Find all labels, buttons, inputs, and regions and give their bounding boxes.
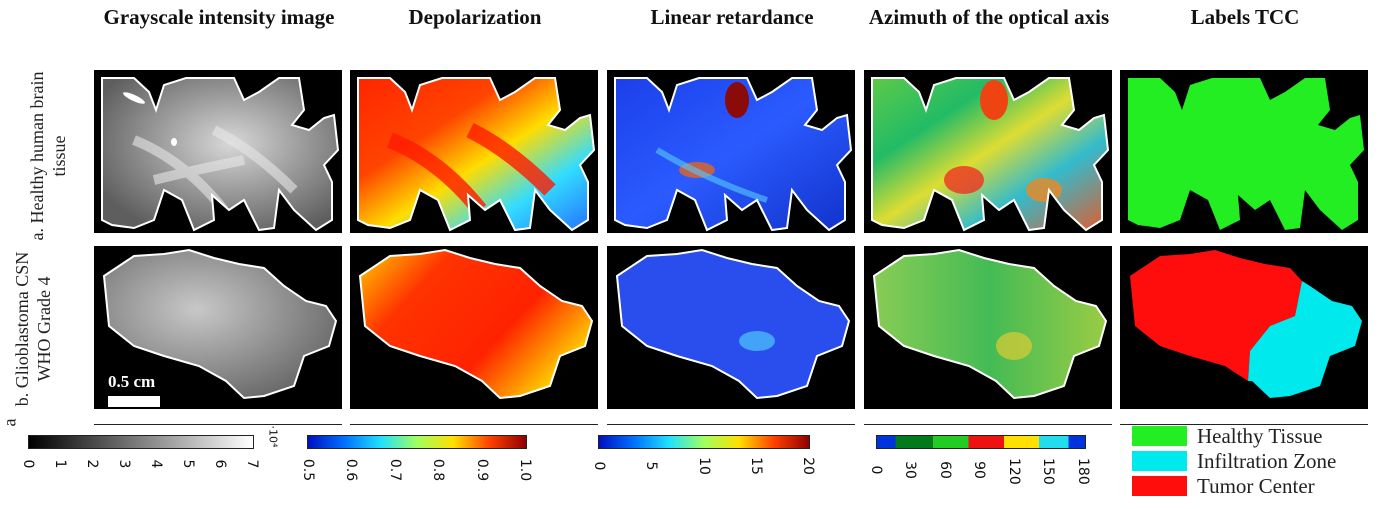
legend-label: Tumor Center	[1197, 473, 1315, 498]
legend-item-tumor: Tumor Center	[1132, 473, 1315, 498]
tile-healthy-labels	[1120, 70, 1368, 233]
tile-healthy-azimuth	[864, 70, 1112, 233]
scale-bar-label: 0.5 cm	[108, 372, 156, 391]
tick-label: 0.5	[300, 458, 316, 482]
scale-bar	[108, 396, 160, 407]
tick-label: 120	[1006, 458, 1022, 485]
tick-label: 2	[84, 459, 100, 469]
column-title-azimuth: Azimuth of the optical axis	[868, 5, 1110, 29]
colorbar-azimuth	[876, 435, 1086, 449]
tile-gbm-azimuth	[864, 246, 1112, 409]
row-label-glioblastoma: b. Glioblastoma CSN WHO Grade 4	[12, 251, 54, 407]
tick-label: 5	[180, 459, 196, 469]
tick-label: 3	[116, 459, 132, 469]
tick-label: 15	[748, 457, 764, 475]
tick-label: 150	[1040, 458, 1056, 485]
stray-label: a	[0, 418, 20, 427]
legend-swatch	[1132, 476, 1187, 496]
legend-item-healthy: Healthy Tissue	[1132, 423, 1323, 448]
colorbar-exponent: ·10⁴	[266, 425, 280, 448]
tick-label: 30	[902, 461, 918, 479]
tile-healthy-grayscale	[94, 70, 342, 233]
separator-line	[1120, 424, 1368, 425]
tick-label: 0.6	[343, 458, 359, 482]
tick-label: 180	[1075, 458, 1091, 485]
colorbar-depolarization	[307, 435, 527, 449]
separator-line	[864, 424, 1112, 425]
column-title-retardance: Linear retardance	[650, 5, 814, 29]
tick-label: 90	[971, 461, 987, 479]
separator-line	[607, 424, 855, 425]
column-title-labels: Labels TCC	[1190, 5, 1300, 29]
tick-label: 10	[696, 457, 712, 475]
tick-label: 0	[20, 459, 36, 469]
tick-label: 0.7	[387, 458, 403, 482]
tile-gbm-retardance	[607, 246, 855, 409]
tick-label: 0.8	[430, 458, 446, 482]
tile-gbm-labels	[1120, 246, 1368, 409]
legend-item-infiltration: Infiltration Zone	[1132, 448, 1337, 473]
tile-healthy-retardance	[607, 70, 855, 233]
column-title-grayscale: Grayscale intensity image	[103, 5, 335, 29]
tile-gbm-grayscale	[94, 246, 342, 409]
legend-label: Healthy Tissue	[1197, 423, 1323, 448]
tick-label: 60	[937, 461, 953, 479]
colorbar-retardance	[598, 435, 810, 449]
tile-gbm-depolarization	[350, 246, 598, 409]
separator-line	[350, 424, 598, 425]
legend-swatch	[1132, 426, 1187, 446]
tick-label: 1.0	[517, 458, 533, 482]
column-title-depolarization: Depolarization	[408, 5, 542, 29]
row-label-healthy: a. Healthy human brain tissue	[27, 71, 69, 241]
tick-label: 4	[148, 459, 164, 469]
legend-swatch	[1132, 451, 1187, 471]
tick-label: 5	[643, 461, 659, 471]
legend-label: Infiltration Zone	[1197, 448, 1337, 473]
tick-label: 0	[591, 461, 607, 471]
tick-label: 0	[868, 465, 884, 475]
tick-label: 0.9	[474, 458, 490, 482]
separator-line	[94, 424, 342, 425]
tick-label: 1	[52, 459, 68, 469]
tick-label: 20	[800, 457, 816, 475]
tick-label: 7	[244, 459, 260, 469]
colorbar-grayscale	[28, 435, 254, 449]
tick-label: 6	[212, 459, 228, 469]
tile-healthy-depolarization	[350, 70, 598, 233]
